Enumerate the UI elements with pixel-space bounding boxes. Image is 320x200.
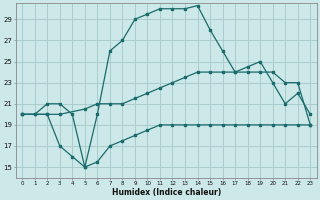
X-axis label: Humidex (Indice chaleur): Humidex (Indice chaleur) [112,188,221,197]
